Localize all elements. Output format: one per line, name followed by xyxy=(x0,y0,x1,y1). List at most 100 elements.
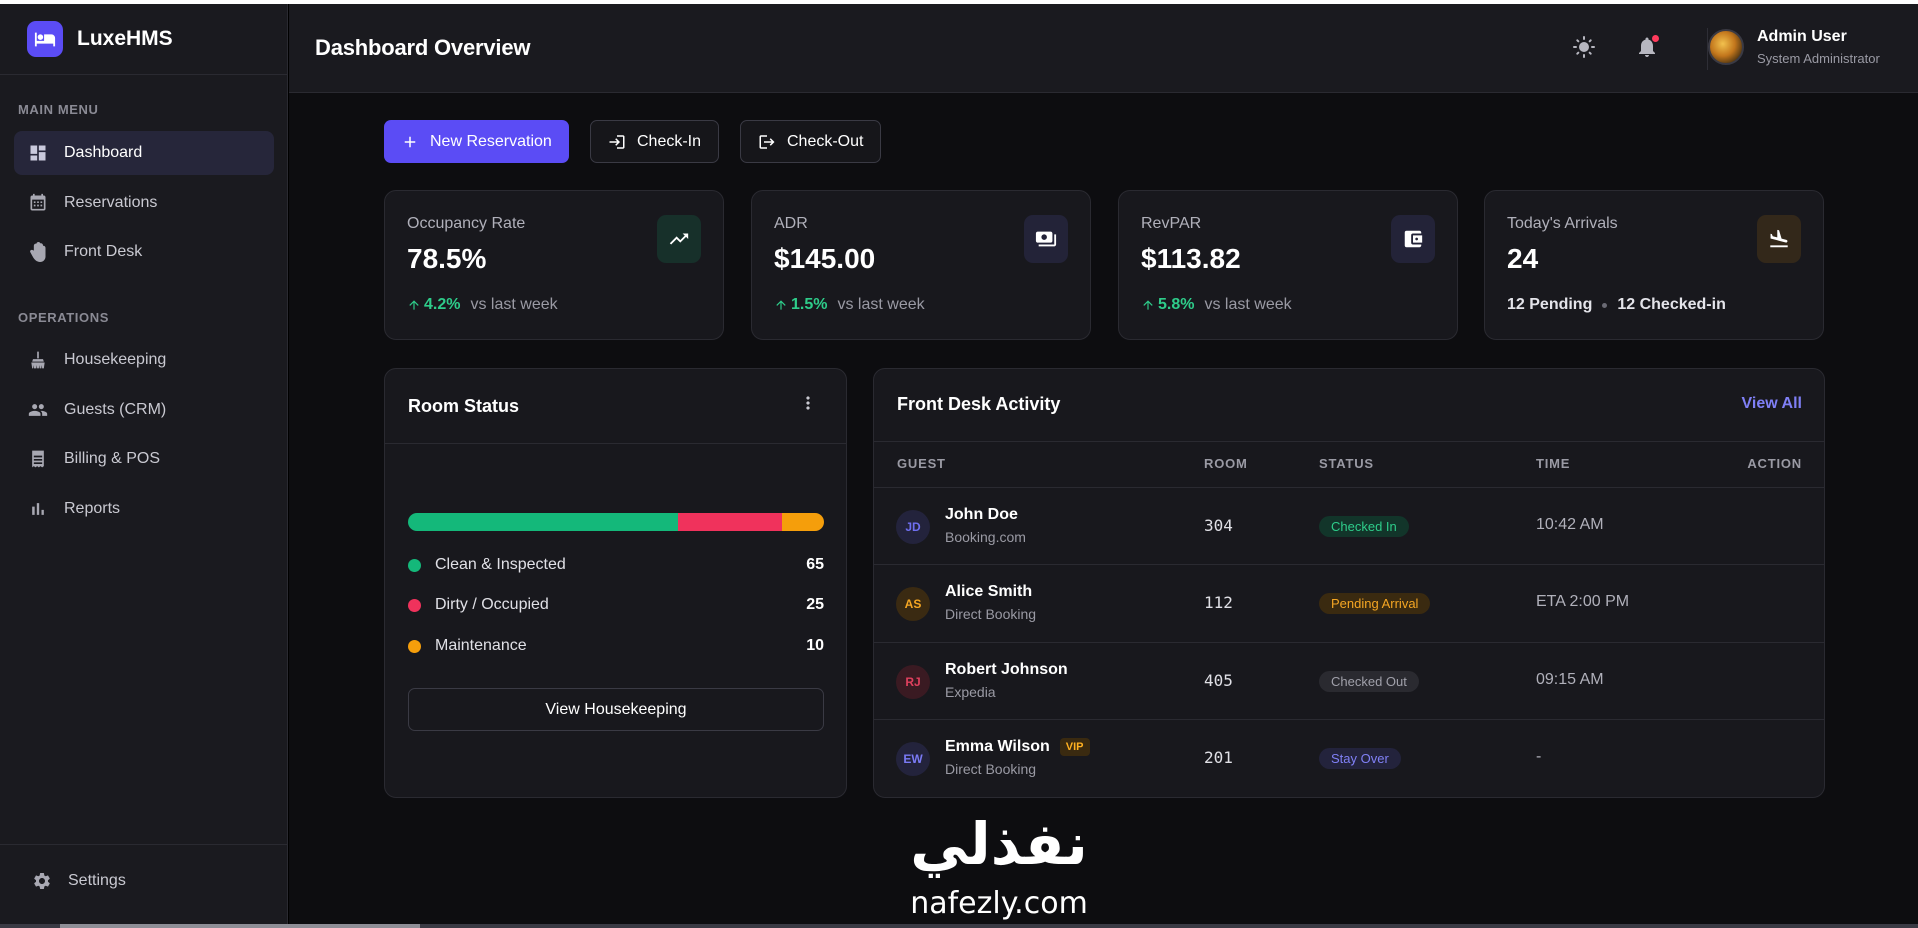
logout-icon xyxy=(759,134,775,149)
legend-dot xyxy=(408,558,421,572)
legend-count: 65 xyxy=(806,556,824,573)
arrivals-pending: 12 Pending xyxy=(1507,296,1593,313)
trend-value: 1.5% xyxy=(791,296,828,313)
guest-name-text: John Doe xyxy=(945,506,1018,523)
trend-text: vs last week xyxy=(1204,296,1292,313)
sidebar-item-label: Front Desk xyxy=(64,243,143,260)
stat-value: $145.00 xyxy=(774,243,876,274)
calendar-icon xyxy=(28,193,48,213)
legend-count: 10 xyxy=(806,637,824,654)
column-header-time: TIME xyxy=(1536,456,1571,471)
status-bar-segment xyxy=(408,513,679,531)
activity-time: ETA 2:00 PM xyxy=(1536,593,1630,610)
people-icon xyxy=(28,400,48,420)
guest-name: John Doe xyxy=(945,506,1018,524)
legend-label: Clean & Inspected xyxy=(435,556,566,573)
more-options-icon[interactable] xyxy=(798,393,818,418)
sidebar-item-housekeeping[interactable]: Housekeeping xyxy=(14,338,274,382)
status-badge: Checked Out xyxy=(1319,671,1419,692)
check-in-button[interactable]: Check-In xyxy=(590,120,720,163)
sidebar-item-label: Guests (CRM) xyxy=(64,401,167,418)
bell-icon xyxy=(1639,37,1655,57)
sidebar-item-billing[interactable]: Billing & POS xyxy=(14,437,274,481)
sidebar-item-label: Reports xyxy=(64,500,121,517)
status-badge: Checked In xyxy=(1319,516,1409,537)
guest-source: Direct Booking xyxy=(945,761,1037,777)
legend-dot xyxy=(408,598,421,612)
money-icon xyxy=(1024,215,1068,263)
settings-label: Settings xyxy=(68,872,126,889)
trending-up-icon xyxy=(657,215,701,263)
arrow-up-icon xyxy=(409,300,419,310)
plus-icon xyxy=(404,136,416,147)
sidebar-item-dashboard[interactable]: Dashboard xyxy=(14,131,274,175)
notifications-button[interactable] xyxy=(1632,32,1662,62)
stat-trend: 1.5% vs last week xyxy=(774,296,925,314)
room-status-title: Room Status xyxy=(408,396,520,416)
arrivals-checked-in: 12 Checked-in xyxy=(1617,296,1726,313)
arrivals-breakdown: 12 Pending 12 Checked-in xyxy=(1507,296,1726,314)
operations-label: OPERATIONS xyxy=(18,310,109,325)
view-housekeeping-button[interactable]: View Housekeeping xyxy=(408,688,824,731)
sidebar-item-reservations[interactable]: Reservations xyxy=(14,181,274,225)
view-all-link[interactable]: View All xyxy=(1741,395,1802,412)
gear-icon xyxy=(34,873,50,889)
avatar: RJ xyxy=(896,665,930,699)
legend-label: Dirty / Occupied xyxy=(435,596,549,613)
trend-text: vs last week xyxy=(470,296,558,313)
guest-source: Expedia xyxy=(945,684,996,700)
guest-name: Robert Johnson xyxy=(945,661,1068,679)
brand-name: LuxeHMS xyxy=(77,27,173,50)
room-number: 304 xyxy=(1204,516,1233,535)
hand-icon xyxy=(28,242,48,262)
vip-badge: VIP xyxy=(1059,738,1090,756)
stat-card-adr: ADR $145.00 1.5% vs last week xyxy=(751,190,1091,340)
theme-toggle-button[interactable] xyxy=(1569,32,1599,62)
notification-dot xyxy=(1652,35,1659,42)
trend-text: vs last week xyxy=(837,296,925,313)
window-bottom-edge xyxy=(0,924,1918,928)
trend-value: 5.8% xyxy=(1158,296,1195,313)
room-status-panel: Room Status Clean & Inspected 65 Dirty /… xyxy=(384,368,847,798)
guest-name-text: Emma Wilson xyxy=(945,738,1050,755)
column-header-action: ACTION xyxy=(1747,456,1802,471)
avatar[interactable] xyxy=(1708,29,1744,65)
column-header-room: ROOM xyxy=(1204,456,1248,471)
wallet-icon xyxy=(1391,215,1435,263)
window-top-edge xyxy=(0,0,1918,4)
login-icon xyxy=(609,134,625,149)
top-header: Dashboard Overview Admin User System Adm… xyxy=(289,4,1918,93)
arrow-up-icon xyxy=(1143,300,1153,310)
table-row[interactable]: JD John Doe Booking.com 304 Checked In 1… xyxy=(874,487,1824,564)
watermark-arabic: نفذلي xyxy=(910,810,1088,878)
bed-icon xyxy=(27,21,63,57)
sun-icon xyxy=(1573,36,1595,58)
table-row[interactable]: AS Alice Smith Direct Booking 112 Pendin… xyxy=(874,564,1824,641)
user-role: System Administrator xyxy=(1757,51,1880,66)
sidebar-footer: Settings xyxy=(0,844,287,924)
table-row[interactable]: RJ Robert Johnson Expedia 405 Checked Ou… xyxy=(874,642,1824,719)
broom-icon xyxy=(28,350,48,370)
guest-name-text: Robert Johnson xyxy=(945,661,1068,678)
brand[interactable]: LuxeHMS xyxy=(0,4,287,75)
status-badge: Stay Over xyxy=(1319,748,1401,769)
new-reservation-button[interactable]: New Reservation xyxy=(384,120,569,163)
activity-time: - xyxy=(1536,748,1542,765)
status-badge: Pending Arrival xyxy=(1319,593,1431,614)
sidebar-item-guests[interactable]: Guests (CRM) xyxy=(14,388,274,432)
table-row[interactable]: EW Emma Wilson VIP Direct Booking 201 Sta… xyxy=(874,719,1824,796)
avatar: JD xyxy=(896,510,930,544)
legend-count: 25 xyxy=(806,596,824,613)
stat-label: Occupancy Rate xyxy=(407,215,526,232)
settings-button[interactable]: Settings xyxy=(32,871,126,891)
sidebar-item-label: Reservations xyxy=(64,194,158,211)
guest-name: Alice Smith xyxy=(945,583,1032,601)
new-reservation-label: New Reservation xyxy=(430,132,552,150)
sidebar: LuxeHMS MAIN MENU Dashboard Reservations… xyxy=(0,4,288,924)
sidebar-item-reports[interactable]: Reports xyxy=(14,487,274,531)
status-bar-segment xyxy=(782,513,824,531)
stat-value: 24 xyxy=(1507,243,1539,274)
sidebar-item-front-desk[interactable]: Front Desk xyxy=(14,230,274,274)
column-header-status: STATUS xyxy=(1319,456,1374,471)
check-out-button[interactable]: Check-Out xyxy=(740,120,882,163)
